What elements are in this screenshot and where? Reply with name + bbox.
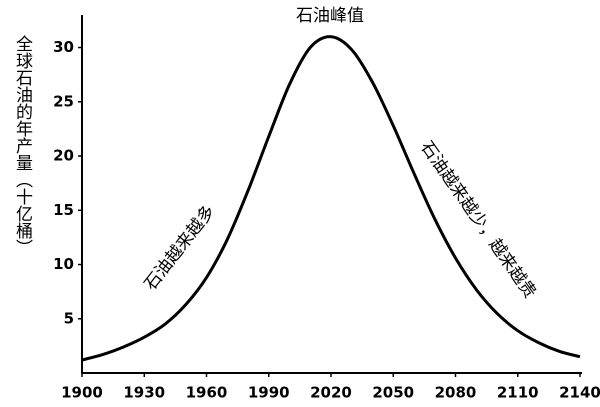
y-tick-label: 15 [53,201,74,219]
y-axis-label: 全球石油的年产量（十亿桶） [12,35,33,256]
y-tick-label: 25 [53,92,74,110]
x-tick-label: 1900 [61,384,103,402]
annotation: 石油越来越多 [141,202,220,295]
x-tick-label: 2080 [435,384,477,402]
line [81,35,581,362]
y-tick-label: 5 [64,309,74,327]
annotation: 石油峰值 [296,6,364,26]
x-tick-label: 2020 [310,384,352,402]
y-tick-label: 10 [53,255,74,273]
x-tick-label: 2110 [497,384,539,402]
y-tick-label: 20 [53,147,74,165]
x-tick-label: 2140 [559,384,600,402]
y-tick-label: 30 [53,38,74,56]
x-tick-label: 1930 [123,384,165,402]
x-tick-label: 1990 [248,384,290,402]
x-tick-label: 1960 [186,384,228,402]
x-tick-label: 2050 [372,384,414,402]
